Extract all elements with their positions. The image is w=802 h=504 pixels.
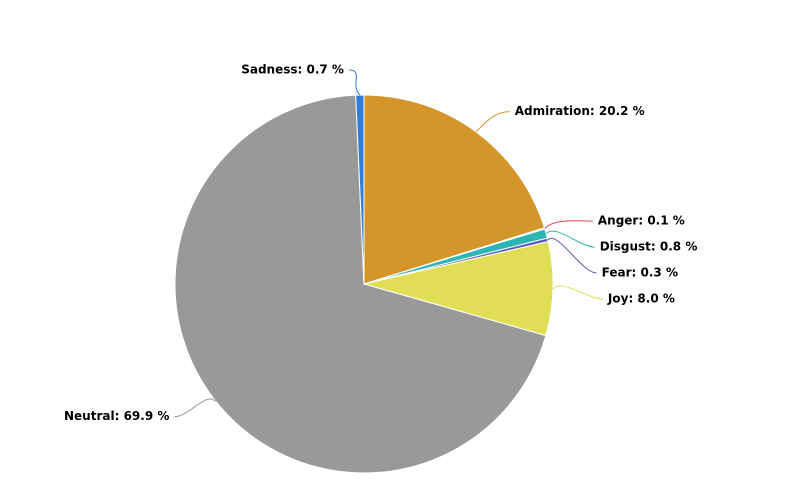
data-label: Fear: 0.3 % [602,266,678,280]
pie-slice [174,94,547,474]
connector [348,69,361,96]
data-label: Admiration: 20.2 % [515,104,645,118]
connector [547,237,597,274]
connector [475,111,510,133]
connector [552,285,603,300]
data-label: Neutral: 69.9 % [64,409,169,423]
connector [544,220,593,229]
data-label: Sadness: 0.7 % [241,63,344,77]
data-label: Anger: 0.1 % [598,214,685,228]
connector [545,230,595,248]
data-label: Joy: 8.0 % [607,292,675,306]
connector [174,398,217,418]
pie-slice [363,94,546,285]
pie-slice [355,94,365,285]
pie-slice [363,241,554,337]
data-label: Disgust: 0.8 % [600,240,698,254]
